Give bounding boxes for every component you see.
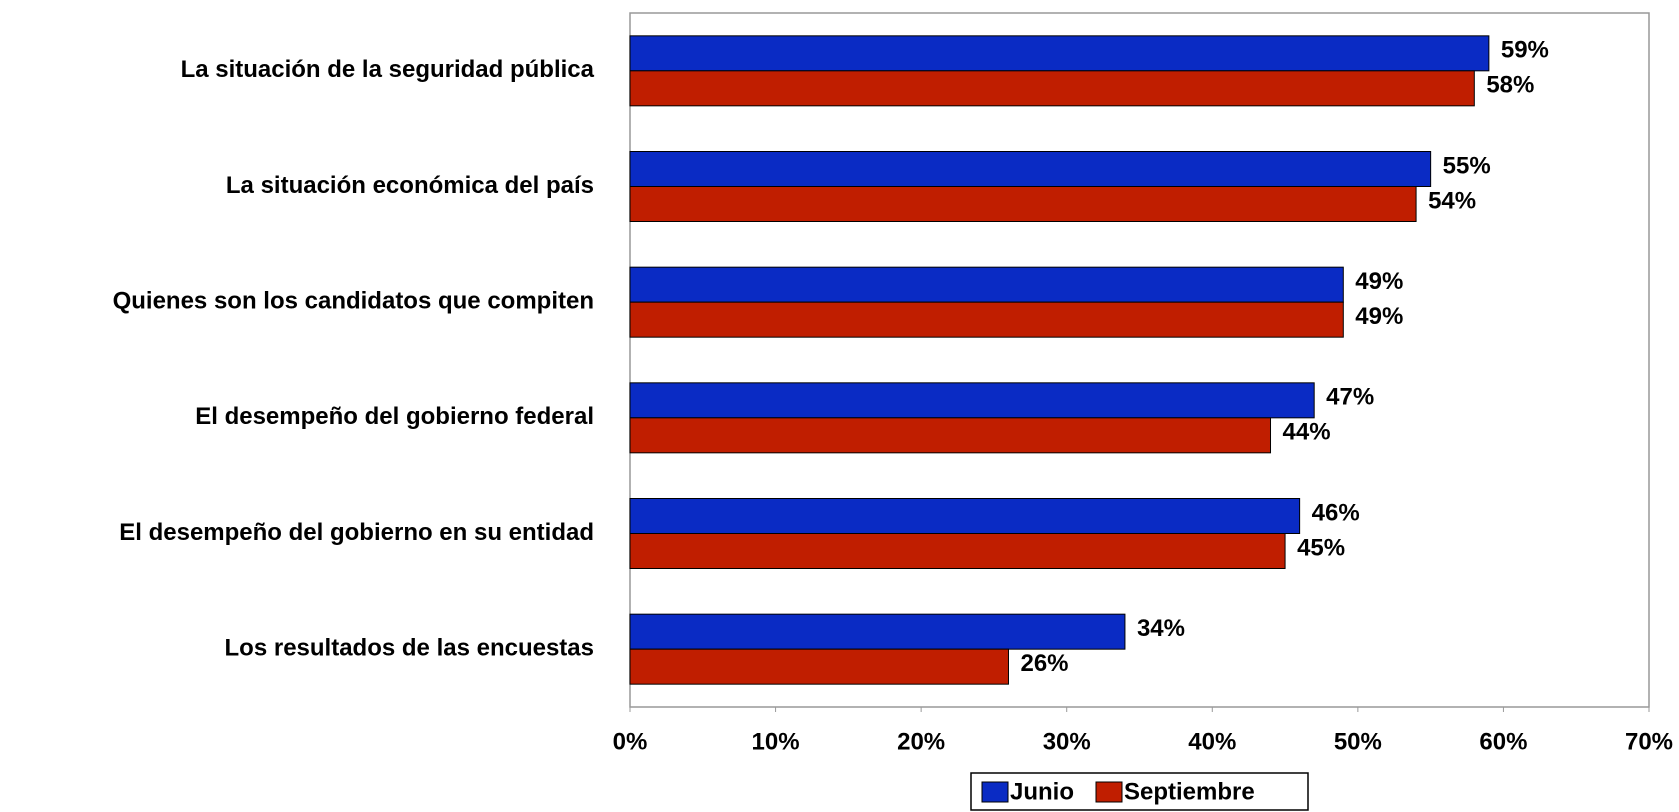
y-tick-label: Quienes son los candidatos que compiten (113, 288, 594, 315)
value-label: 54% (1428, 187, 1476, 214)
legend-label: Septiembre (1124, 778, 1255, 805)
bar (629, 186, 1417, 222)
x-tick-label: 40% (1188, 728, 1236, 755)
bar (629, 498, 1301, 534)
x-tick-label: 60% (1479, 728, 1527, 755)
bar (629, 70, 1475, 107)
x-tick-label: 0% (613, 728, 648, 755)
bar (629, 151, 1432, 187)
x-tick-label: 10% (752, 728, 800, 755)
bar (629, 613, 1126, 650)
value-label: 26% (1020, 650, 1068, 677)
value-label: 59% (1501, 37, 1549, 64)
legend-swatch (981, 781, 1009, 803)
value-label: 34% (1137, 615, 1185, 642)
bar (629, 35, 1490, 72)
y-tick-label: El desempeño del gobierno en su entidad (119, 519, 594, 546)
y-tick-label: La situación de la seguridad pública (181, 56, 595, 83)
y-tick-label: La situación económica del país (226, 172, 594, 199)
value-label: 46% (1312, 499, 1360, 526)
bar (629, 382, 1315, 419)
x-tick-label: 30% (1043, 728, 1091, 755)
value-label: 49% (1355, 268, 1403, 295)
bar (629, 533, 1286, 569)
value-label: 49% (1355, 303, 1403, 330)
legend-label: Junio (1010, 778, 1074, 805)
bar (629, 301, 1344, 338)
x-tick-label: 20% (897, 728, 945, 755)
legend-swatch (1095, 781, 1123, 803)
x-tick-label: 50% (1334, 728, 1382, 755)
value-label: 45% (1297, 534, 1345, 561)
value-label: 44% (1283, 419, 1331, 446)
value-label: 47% (1326, 384, 1374, 411)
y-tick-label: El desempeño del gobierno federal (195, 403, 594, 430)
y-tick-label: Los resultados de las encuestas (225, 635, 594, 662)
bar (629, 417, 1272, 454)
plot-area (629, 12, 1650, 708)
value-label: 55% (1443, 152, 1491, 179)
bar (629, 266, 1344, 303)
value-label: 58% (1486, 72, 1534, 99)
legend-box (970, 772, 1309, 811)
x-tick-label: 70% (1625, 728, 1673, 755)
bar (629, 648, 1009, 685)
